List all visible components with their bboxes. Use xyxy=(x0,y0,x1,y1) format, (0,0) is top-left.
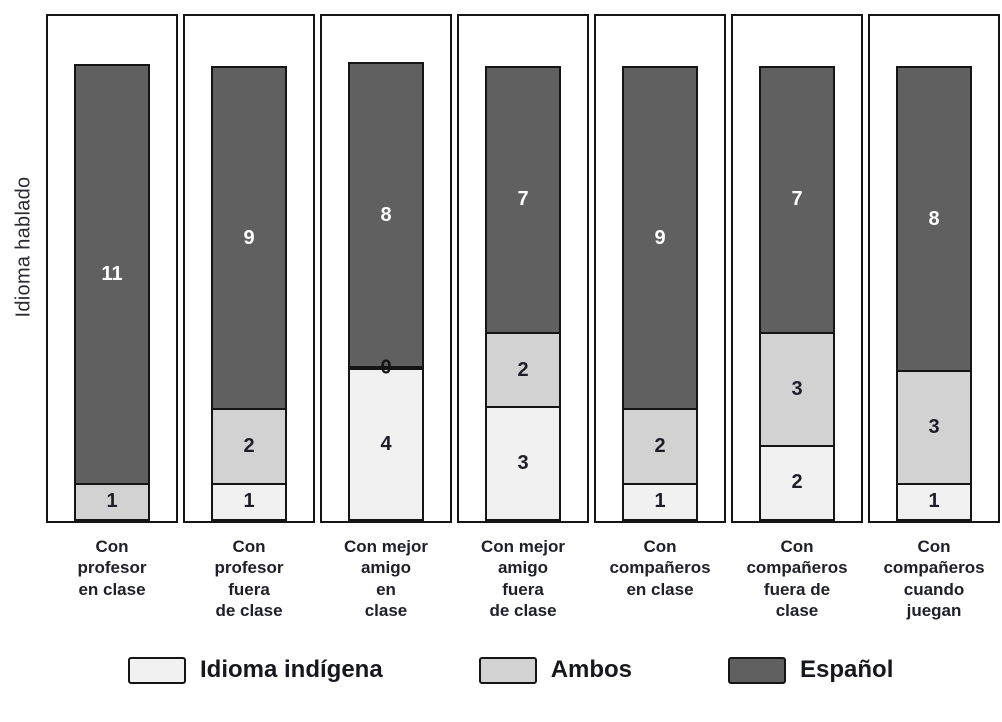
segment-espanol: 11 xyxy=(74,64,150,485)
bar-panel: 11 1 xyxy=(46,14,178,523)
bar-panel: 8 0 4 xyxy=(320,14,452,523)
segment-value-label: 3 xyxy=(791,377,803,400)
stacked-bar: 8 0 4 xyxy=(348,62,424,521)
legend-label: Español xyxy=(800,656,894,683)
segment-value-label: 9 xyxy=(654,226,666,249)
segment-value-label: 11 xyxy=(101,262,123,285)
segment-value-label: 2 xyxy=(654,435,666,457)
segment-value-label: 2 xyxy=(791,471,803,494)
stacked-bar: 9 2 1 xyxy=(622,66,698,521)
segment-idioma-indigena: 3 xyxy=(485,406,561,521)
segment-value-label: 1 xyxy=(106,490,118,513)
category-label: Con mejor amigo fuera de clase xyxy=(480,537,566,620)
category-label: Con profesor fuera de clase xyxy=(214,537,284,620)
segment-value-label: 4 xyxy=(380,433,392,455)
segment-value-label: 0 xyxy=(380,356,392,379)
segment-ambos: 2 xyxy=(622,408,698,485)
segment-value-label: 9 xyxy=(243,226,255,249)
segment-value-label: 3 xyxy=(928,415,940,438)
legend-item-ambos: Ambos xyxy=(478,656,633,684)
bar-panel: 9 2 1 xyxy=(594,14,726,523)
segment-value-label: 1 xyxy=(243,490,255,513)
segment-espanol: 9 xyxy=(211,66,287,411)
legend-label: Idioma indígena xyxy=(200,656,383,683)
bar-panel: 8 3 1 xyxy=(868,14,1000,523)
x-axis-labels: Con profesor en clase Con profesor fuera … xyxy=(46,536,1000,621)
segment-ambos: 2 xyxy=(485,331,561,409)
segment-espanol: 7 xyxy=(485,66,561,334)
segment-value-label: 3 xyxy=(517,452,529,475)
bar-panel: 7 2 3 xyxy=(457,14,589,523)
legend-label: Ambos xyxy=(550,656,633,683)
segment-espanol: 8 xyxy=(348,62,424,368)
segment-idioma-indigena: 1 xyxy=(896,482,972,521)
segment-espanol: 7 xyxy=(759,66,835,334)
legend-swatch-ambos xyxy=(478,656,537,684)
segment-value-label: 7 xyxy=(791,188,803,211)
category-label: Con compañeros fuera de clase xyxy=(746,537,848,620)
segment-ambos: 3 xyxy=(896,370,972,485)
stacked-bar: 7 3 2 xyxy=(759,66,835,521)
legend-item-espanol: Español xyxy=(728,656,893,684)
legend-item-idioma-indigena: Idioma indígena xyxy=(128,656,383,684)
legend: Idioma indígena Ambos Español xyxy=(0,656,1002,684)
segment-idioma-indigena: 4 xyxy=(348,368,424,521)
segment-idioma-indigena: 2 xyxy=(759,444,835,521)
segment-ambos: 3 xyxy=(759,331,835,447)
segment-espanol: 8 xyxy=(896,66,972,372)
stacked-bar: 7 2 3 xyxy=(485,66,561,521)
category-label: Con compañeros cuando juegan xyxy=(883,537,985,620)
category-label: Con compañeros en clase xyxy=(609,537,711,599)
bar-panel: 7 3 2 xyxy=(731,14,863,523)
category-label: Con mejor amigo en clase xyxy=(343,537,429,620)
segment-value-label: 2 xyxy=(517,358,529,381)
plot-area: 11 1 9 2 1 8 0 4 7 2 3 9 2 1 7 3 2 8 3 1 xyxy=(46,14,1000,523)
segment-value-label: 8 xyxy=(928,207,940,230)
segment-value-label: 7 xyxy=(517,188,529,211)
segment-espanol: 9 xyxy=(622,66,698,411)
segment-value-label: 2 xyxy=(243,435,255,457)
segment-ambos: 1 xyxy=(74,482,150,521)
bar-panel: 9 2 1 xyxy=(183,14,315,523)
stacked-bar: 9 2 1 xyxy=(211,66,287,521)
segment-value-label: 1 xyxy=(928,490,940,513)
y-axis-label: Idioma hablado xyxy=(12,176,35,318)
segment-ambos: 2 xyxy=(211,408,287,485)
legend-swatch-idioma-indigena xyxy=(128,656,186,684)
segment-value-label: 8 xyxy=(380,203,392,226)
segment-idioma-indigena: 1 xyxy=(211,482,287,521)
segment-idioma-indigena: 1 xyxy=(622,482,698,521)
category-label: Con profesor en clase xyxy=(77,537,147,599)
legend-swatch-espanol xyxy=(728,656,787,684)
stacked-bar: 11 1 xyxy=(74,64,150,521)
stacked-bar: 8 3 1 xyxy=(896,66,972,521)
segment-value-label: 1 xyxy=(654,490,666,513)
